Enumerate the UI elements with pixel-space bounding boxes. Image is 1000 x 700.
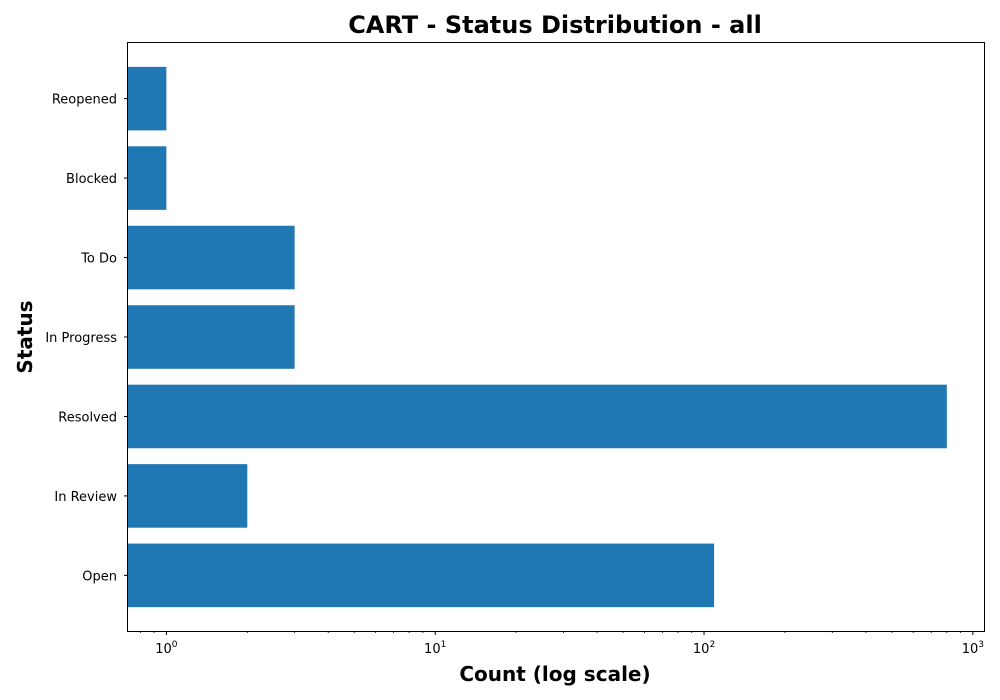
y-tick-label-resolved: Resolved xyxy=(58,410,117,425)
y-tick-label-in-progress: In Progress xyxy=(45,331,117,346)
x-tick-label-10: 101 xyxy=(424,640,446,657)
bar-to-do xyxy=(128,225,295,290)
bar-in-progress xyxy=(128,305,295,369)
x-ticks-layer: 100 101 102 103 xyxy=(139,631,984,657)
x-tick-label-1000: 103 xyxy=(962,640,984,657)
y-tick-label-in-review: In Review xyxy=(54,490,117,505)
bars-layer xyxy=(128,66,947,608)
bar-blocked xyxy=(128,146,167,210)
bar-resolved xyxy=(128,384,947,449)
x-tick-label-1: 100 xyxy=(155,640,178,657)
y-axis-label: Status xyxy=(13,300,37,373)
chart-title: CART - Status Distribution - all xyxy=(348,11,762,39)
y-tick-label-open: Open xyxy=(82,569,117,584)
bar-open xyxy=(128,543,715,608)
y-tick-label-reopened: Reopened xyxy=(52,93,117,108)
y-ticks-layer: Open In Review Resolved In Progress To Do Blo… xyxy=(45,93,128,584)
bar-in-review xyxy=(128,464,248,528)
x-axis-label: Count (log scale) xyxy=(459,662,650,686)
x-tick-label-100: 102 xyxy=(693,640,715,657)
y-tick-label-blocked: Blocked xyxy=(66,172,117,187)
y-tick-label-to-do: To Do xyxy=(80,252,117,267)
bar-reopened xyxy=(128,66,167,131)
